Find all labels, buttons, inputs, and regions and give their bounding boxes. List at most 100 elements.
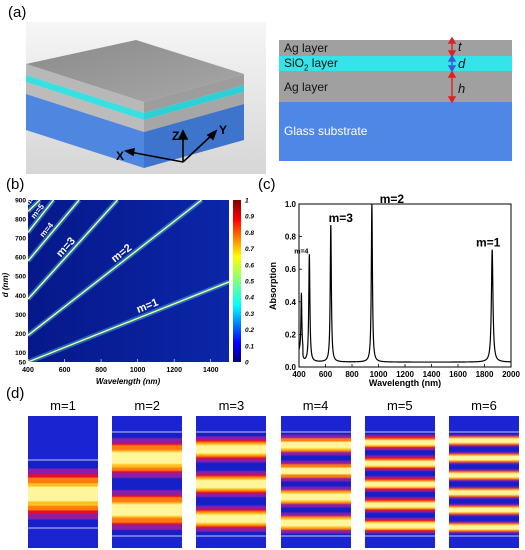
colorbar-tick-label: 0.5 <box>245 279 254 286</box>
colorbar-tick-label: 0.9 <box>245 214 254 221</box>
block-top-face <box>26 40 244 102</box>
heatmap-plot-area <box>28 200 229 362</box>
schematic-glass <box>279 102 512 161</box>
colorbar-tick-label: 0 <box>245 360 249 367</box>
x-tick-label: 1400 <box>203 367 219 374</box>
peak-label: m=2 <box>380 192 405 206</box>
y-tick-label: 0.6 <box>285 265 297 274</box>
schematic-ag-bottom <box>279 71 512 102</box>
y-tick-label: 600 <box>15 255 26 262</box>
label-glass: Glass substrate <box>284 124 368 138</box>
x-tick-label: 1400 <box>423 370 441 379</box>
field-intensity <box>112 432 183 536</box>
ag-top-side <box>144 74 244 113</box>
glass-side <box>144 104 244 168</box>
y-tick-label: 300 <box>15 312 26 319</box>
mode-profile-label: m=3 <box>218 398 245 413</box>
mode-band-line <box>28 281 229 362</box>
field-intensity <box>280 432 351 536</box>
x-tick-label: 1600 <box>449 370 467 379</box>
ag-top-front <box>26 64 144 113</box>
y-tick-label: 0.8 <box>285 233 297 242</box>
mode-band-line <box>28 200 55 233</box>
mode-field-map <box>449 416 519 548</box>
absorption-chart: 0.0 0.2 0.4 0.6 0.8 1.0 400 600 800 1000 1200 1400… <box>268 192 520 388</box>
y-tick-label: 0.4 <box>285 298 297 307</box>
mode-band-line <box>28 200 119 300</box>
panel-label-a: (a) <box>8 4 27 21</box>
colorbar-tick-label: 0.8 <box>245 230 254 237</box>
peak-label: m=4 <box>294 248 308 255</box>
axis-x-label: X <box>116 149 124 163</box>
mode-profile-label: m=4 <box>302 398 329 413</box>
x-tick-label: 1800 <box>476 370 494 379</box>
mode-profile-label: m=1 <box>50 398 76 413</box>
var-h: h <box>458 81 466 96</box>
field-intensity <box>364 432 435 536</box>
axis-z-label: Z <box>172 129 179 143</box>
colorbar-tick-label: 0.6 <box>245 262 254 269</box>
sio2-front <box>26 75 144 120</box>
y-tick-label: 400 <box>15 293 26 300</box>
colorbar <box>233 200 241 362</box>
mode-band-line <box>28 200 203 336</box>
peak-label: m=3 <box>329 211 354 225</box>
colorbar-tick-label: 1 <box>245 198 249 205</box>
y-tick-label: 0.0 <box>285 363 297 372</box>
heatmap-ylabel: d (nm) <box>1 272 10 297</box>
x-tick-label: 1200 <box>166 367 182 374</box>
heatmap-chart: m=1m=2m=3m=4m=5m=6 400 600 800 1000 1200 1400… <box>1 191 254 386</box>
x-tick-label: 1200 <box>396 370 414 379</box>
heatmap-xlabel: Wavelength (nm) <box>96 377 161 386</box>
thickness-arrows <box>447 36 457 104</box>
panel-label-c: (c) <box>258 176 276 193</box>
y-tick-label: 700 <box>15 236 26 243</box>
x-tick-label: 400 <box>22 367 34 374</box>
mode-field-map <box>196 416 267 548</box>
colorbar-tick-label: 0.3 <box>245 311 254 318</box>
colorbar-tick-label: 0.7 <box>245 246 254 253</box>
y-tick-label: 0.2 <box>285 330 297 339</box>
mode-band-line <box>28 200 41 212</box>
sio2-side <box>144 85 244 120</box>
mode-profile-label: m=6 <box>471 398 497 413</box>
field-intensity <box>449 432 519 536</box>
label-ag-bottom: Ag layer <box>284 80 329 94</box>
x-tick-label: 800 <box>345 370 359 379</box>
x-tick-label: 600 <box>59 367 71 374</box>
x-tick-label: 2000 <box>502 370 520 379</box>
label-ag-top: Ag layer <box>284 41 329 55</box>
y-tick-label: 50 <box>19 360 27 367</box>
x-tick-label: 600 <box>319 370 333 379</box>
mode-band-line <box>28 200 80 262</box>
y-tick-label: 1.0 <box>285 200 297 209</box>
y-tick-label: 800 <box>15 217 26 224</box>
absorption-curve <box>298 203 511 363</box>
mode-profile-label: m=5 <box>386 398 413 413</box>
colorbar-tick-label: 0.2 <box>245 327 254 334</box>
mode-field-map <box>112 416 183 548</box>
axis-y-label: Y <box>219 123 227 137</box>
y-axis-arrow <box>182 133 214 163</box>
y-tick-label: 500 <box>15 274 26 281</box>
field-profile-row: m=1 m=2 m=3 m=4 m=5 m=6 <box>0 398 525 550</box>
mode-profile-label: m=2 <box>134 398 161 413</box>
glass-front <box>26 94 144 168</box>
var-t: t <box>458 39 462 54</box>
x-tick-label: 1000 <box>370 370 388 379</box>
x-tick-label: 1000 <box>130 367 146 374</box>
panel-label-d: (d) <box>6 385 25 402</box>
peak-label: m=1 <box>476 236 501 250</box>
panel-label-b: (b) <box>6 176 25 193</box>
x-tick-label: 400 <box>292 370 306 379</box>
mode-field-map <box>280 416 351 548</box>
label-sio2: SiO2 layer <box>284 56 338 73</box>
field-intensity <box>196 432 267 536</box>
multilayer-3d-render: X Z Y <box>26 22 266 174</box>
colorbar-tick-label: 0.1 <box>245 343 254 350</box>
mode-field-map <box>28 416 98 548</box>
x-axis-arrow <box>129 151 184 163</box>
absorption-xlabel: Wavelength (nm) <box>369 378 441 388</box>
field-intensity <box>28 460 98 528</box>
y-tick-label: 100 <box>15 350 26 357</box>
